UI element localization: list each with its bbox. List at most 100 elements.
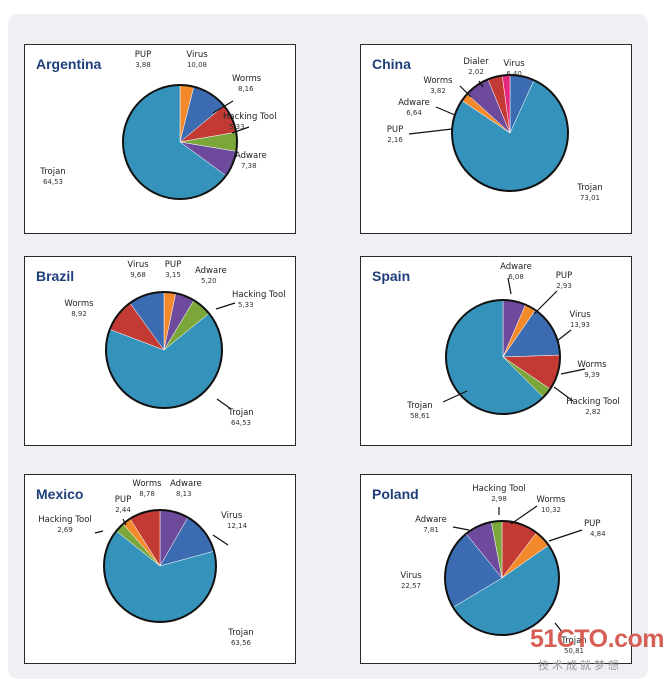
- pie-outline: [445, 299, 561, 415]
- slice-label-hacking-tool: Hacking Tool: [223, 112, 277, 122]
- slice-value-worms: 8,78: [139, 490, 155, 498]
- slice-label-trojan: Trojan: [39, 167, 65, 177]
- slice-value-trojan: 50,81: [564, 647, 584, 655]
- slice-label-virus: Virus: [400, 571, 422, 581]
- leader-line-pup: [533, 290, 558, 315]
- slice-value-adware: 8,13: [176, 490, 192, 498]
- slice-label-virus: Virus: [186, 50, 208, 60]
- slice-value-adware: 6,64: [406, 109, 422, 117]
- leader-line-worms: [560, 368, 586, 375]
- slice-value-virus: 9,68: [130, 271, 146, 279]
- slice-value-hacking-tool: 2,69: [57, 526, 73, 534]
- chart-panel-brazil: Brazil PUP 3,15 Adware 5,20 Hacking Tool 5,33 T…: [24, 256, 296, 446]
- leader-line-trojan: [442, 390, 468, 403]
- slice-label-pup: PUP: [387, 125, 403, 135]
- slice-value-pup: 4,84: [590, 530, 606, 538]
- slice-label-hacking-tool: Hacking Tool: [566, 397, 620, 407]
- slice-label-worms: Worms: [577, 360, 607, 370]
- slice-value-hacking-tool: 2,98: [491, 495, 507, 503]
- slice-value-virus: 13,93: [570, 321, 590, 329]
- chart-title: Poland: [372, 486, 419, 502]
- slice-label-hacking-tool: Hacking Tool: [232, 290, 286, 300]
- pie-chart-poland: Poland Worms10,32PUP4,84Trojan50,81Virus2…: [372, 484, 606, 655]
- slice-label-worms: Worms: [536, 495, 566, 505]
- leader-line-worms: [459, 85, 472, 98]
- slice-label-adware: Adware: [170, 479, 202, 489]
- leader-line-trojan: [216, 398, 232, 410]
- slice-label-dialer: Dialer: [463, 57, 489, 67]
- leader-line-pup: [548, 529, 583, 542]
- slice-value-trojan: 58,61: [410, 412, 430, 420]
- slice-value-trojan: 63,56: [231, 639, 252, 647]
- watermark-site: 51CTO.com: [530, 625, 664, 653]
- slice-label-virus: Virus: [569, 310, 591, 320]
- slice-value-worms: 9,39: [584, 371, 600, 379]
- chart-title: Mexico: [36, 486, 83, 502]
- slice-value-virus: 12,14: [227, 522, 248, 530]
- watermark-tagline: 技术成就梦想: [538, 659, 622, 672]
- leader-line-hacking-tool: [215, 302, 236, 310]
- chart-title: Spain: [372, 268, 410, 284]
- slice-label-virus: Virus: [127, 260, 149, 270]
- leader-line-hacking-tool: [231, 126, 250, 134]
- leader-line-pup: [408, 128, 453, 135]
- chart-title: China: [372, 56, 411, 72]
- slice-label-worms: Worms: [64, 299, 94, 309]
- chart-panel-china: China Virus 6,40 Trojan 73,01 PUP 2,16 Adware 6,…: [360, 44, 632, 234]
- slice-value-hacking-tool: 5,33: [229, 123, 245, 131]
- slice-value-trojan: 73,01: [580, 194, 600, 202]
- slice-label-trojan: Trojan: [560, 636, 586, 646]
- chart-title: Argentina: [36, 56, 102, 72]
- chart-panel-mexico: Mexico Adware 8,13 Virus 12,14 Trojan 63,56 Hac…: [24, 474, 296, 664]
- leader-line-virus: [212, 534, 229, 546]
- slice-value-adware: 6,08: [508, 273, 524, 281]
- slice-label-trojan: Trojan: [576, 183, 602, 193]
- slice-label-worms: Worms: [232, 74, 262, 84]
- slice-label-adware: Adware: [415, 515, 447, 525]
- slice-value-worms: 8,92: [71, 310, 87, 318]
- slice-value-worms: 8,16: [238, 85, 254, 93]
- pie-outline: [122, 84, 238, 200]
- slice-label-pup: PUP: [584, 519, 600, 529]
- slice-label-pup: PUP: [165, 260, 181, 270]
- slice-value-trojan: 64,53: [43, 178, 63, 186]
- slice-label-hacking-tool: Hacking Tool: [38, 515, 92, 525]
- pie-outline: [451, 74, 569, 192]
- leader-line-adware: [452, 526, 470, 531]
- slice-value-dialer: 2,02: [468, 68, 484, 76]
- slice-value-pup: 2,44: [115, 506, 131, 514]
- leader-line-virus: [556, 329, 572, 342]
- slice-value-adware: 7,38: [241, 162, 257, 170]
- slice-label-pup: PUP: [556, 271, 572, 281]
- chart-panel-argentina: Argentina PUP 3,88 Virus 10,08 Worms 8,16 Hacki…: [24, 44, 296, 234]
- leader-line-worms: [212, 100, 234, 114]
- slice-value-worms: 3,82: [430, 87, 446, 95]
- slice-label-adware: Adware: [235, 151, 267, 161]
- slice-value-adware: 7,81: [423, 526, 439, 534]
- slice-value-pup: 2,93: [556, 282, 572, 290]
- slice-label-pup: PUP: [135, 50, 151, 60]
- leader-line-hacking-tool: [553, 386, 574, 402]
- slice-value-hacking-tool: 5,33: [238, 301, 254, 309]
- slice-value-adware: 5,20: [201, 277, 217, 285]
- slice-label-trojan: Trojan: [227, 408, 253, 418]
- pie-outline: [103, 509, 217, 623]
- pie-outline: [444, 520, 560, 636]
- leader-line-pup: [122, 518, 127, 526]
- slice-label-trojan: Trojan: [406, 401, 432, 411]
- slice-label-trojan: Trojan: [227, 628, 253, 638]
- pie-outline: [105, 291, 223, 409]
- leader-line-dialer: [478, 80, 484, 88]
- slice-label-adware: Adware: [195, 266, 227, 276]
- slice-value-hacking-tool: 2,82: [585, 408, 601, 416]
- slice-value-pup: 3,88: [135, 61, 151, 69]
- slice-value-trojan: 64,53: [231, 419, 251, 427]
- slice-label-worms: Worms: [423, 76, 453, 86]
- chart-title: Brazil: [36, 268, 74, 284]
- slice-value-pup: 2,16: [387, 136, 403, 144]
